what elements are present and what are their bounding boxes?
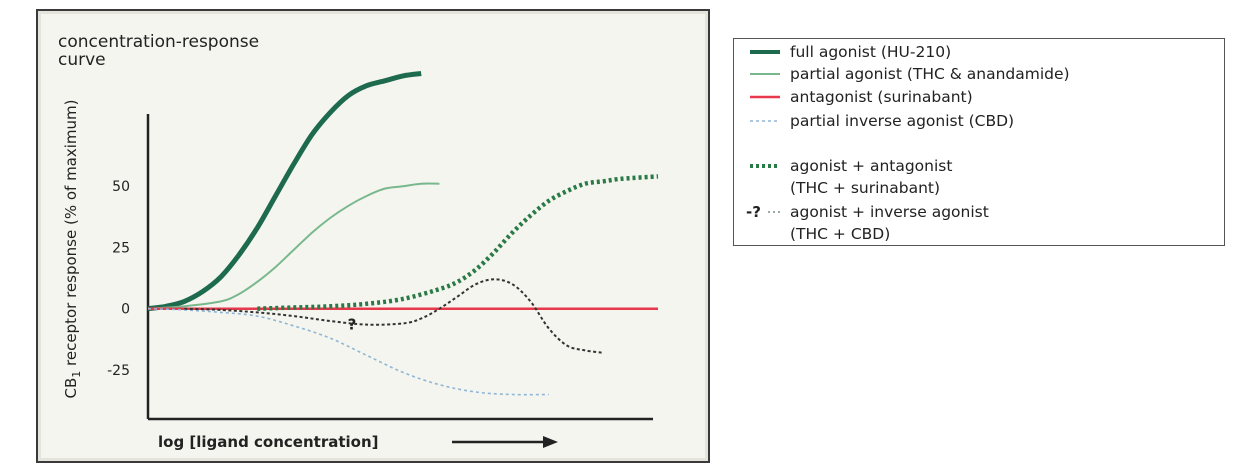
legend-label-inverse: partial inverse agonist (CBD): [790, 112, 1014, 130]
legend-label-agonist_inverse-line2: (THC + CBD): [790, 225, 890, 243]
series-line-partial: [147, 182, 440, 310]
series-line-agonist_antagonist: [257, 174, 659, 311]
y-axis-label-main: CB: [62, 378, 80, 399]
y-tick-label: 25: [112, 240, 130, 256]
chart-title-line2: curve: [58, 50, 106, 70]
series-line-inverse: [147, 307, 549, 396]
legend-label-antagonist: antagonist (surinabant): [790, 88, 973, 106]
legend-marker-agonist_inverse: -?: [746, 203, 761, 221]
legend-svg: full agonist (HU-210) partial agonist (TH…: [746, 43, 1070, 243]
y-axis-label: CB1 receptor response (% of maximum): [62, 99, 83, 398]
y-axis-label-sub: 1: [70, 371, 83, 378]
series-line-agonist_inverse: [184, 278, 604, 354]
x-axis-arrowhead: [543, 436, 558, 448]
y-axis-label-rest: receptor response (% of maximum): [62, 99, 80, 370]
legend-label-agonist_inverse: agonist + inverse agonist: [790, 203, 989, 221]
y-tick-label: 50: [112, 179, 130, 195]
x-axis-label: log [ligand concentration]: [158, 433, 379, 451]
legend: full agonist (HU-210) partial agonist (TH…: [733, 38, 1225, 246]
y-tick-label: -25: [107, 363, 130, 379]
chart-title-line1: concentration-response: [58, 32, 259, 52]
legend-label-partial: partial agonist (THC & anandamide): [790, 65, 1070, 83]
question-mark-annotation: ?: [348, 316, 357, 334]
legend-label-full: full agonist (HU-210): [790, 43, 951, 61]
y-tick-label: 0: [121, 302, 130, 318]
legend-label-agonist_antagonist-line2: (THC + surinabant): [790, 179, 940, 197]
series-line-full: [147, 71, 422, 312]
legend-label-agonist_antagonist: agonist + antagonist: [790, 157, 952, 175]
chart-frame: concentration-response curve 50 25 0 -25 CB1 r…: [36, 9, 710, 463]
